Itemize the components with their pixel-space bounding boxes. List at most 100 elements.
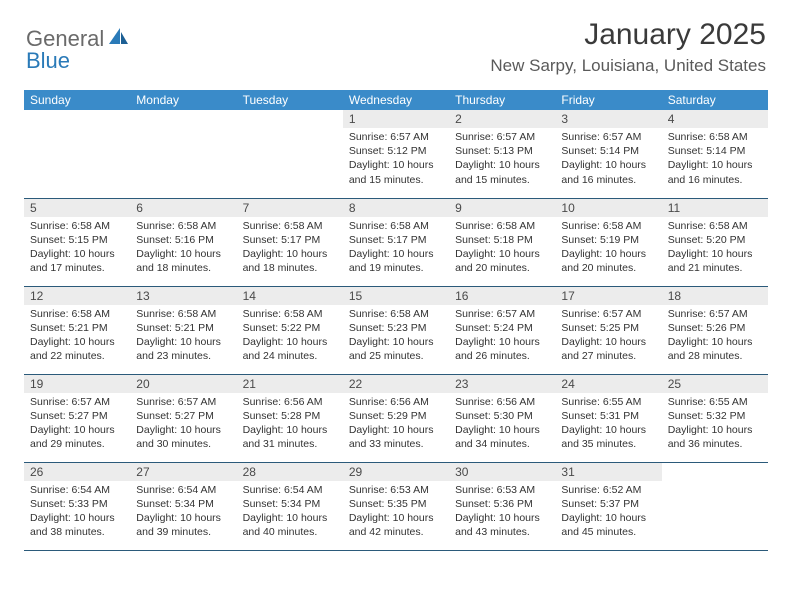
sunrise-value: 6:57 AM	[709, 308, 748, 320]
sunrise-label: Sunrise:	[561, 484, 600, 496]
calendar-body: ...1Sunrise: 6:57 AMSunset: 5:12 PMDayli…	[24, 110, 768, 550]
day-number: 24	[555, 375, 661, 393]
brand-text-blue: Blue	[26, 48, 70, 73]
sunset-label: Sunset:	[243, 322, 279, 334]
calendar-cell: 4Sunrise: 6:58 AMSunset: 5:14 PMDaylight…	[662, 110, 768, 198]
sunset-label: Sunset:	[668, 145, 704, 157]
sunrise-value: 6:58 AM	[709, 131, 748, 143]
sunset-label: Sunset:	[455, 234, 491, 246]
sunset-value: 5:29 PM	[387, 410, 426, 422]
sunrise-label: Sunrise:	[668, 308, 707, 320]
calendar-cell: 19Sunrise: 6:57 AMSunset: 5:27 PMDayligh…	[24, 374, 130, 462]
daylight-label: Daylight:	[30, 248, 71, 260]
day-header: Sunday	[24, 90, 130, 110]
sunrise-value: 6:57 AM	[497, 131, 536, 143]
day-number: 17	[555, 287, 661, 305]
sunset-label: Sunset:	[243, 498, 279, 510]
sunrise-value: 6:58 AM	[178, 220, 217, 232]
daylight-label: Daylight:	[561, 512, 602, 524]
sunset-label: Sunset:	[455, 145, 491, 157]
sunset-label: Sunset:	[668, 322, 704, 334]
day-data: Sunrise: 6:57 AMSunset: 5:14 PMDaylight:…	[555, 128, 661, 191]
sunrise-label: Sunrise:	[455, 131, 494, 143]
calendar-cell: 11Sunrise: 6:58 AMSunset: 5:20 PMDayligh…	[662, 198, 768, 286]
sunrise-label: Sunrise:	[136, 396, 175, 408]
sunset-label: Sunset:	[668, 234, 704, 246]
day-data: Sunrise: 6:52 AM Sunset: 5:37 PM Daylight:…	[555, 481, 661, 544]
sunset-value: 5:18 PM	[494, 234, 533, 246]
sunset-label: Sunset:	[349, 498, 385, 510]
brand-logo: General	[26, 18, 132, 52]
daylight-label: Daylight:	[30, 424, 71, 436]
sunrise-label: Sunrise:	[349, 484, 388, 496]
sunset-label: Sunset:	[30, 234, 66, 246]
day-data: Sunrise: 6:58 AMSunset: 5:16 PMDaylight:…	[130, 217, 236, 280]
day-data: Sunrise: 6:58 AMSunset: 5:18 PMDaylight:…	[449, 217, 555, 280]
sunrise-label: Sunrise:	[668, 396, 707, 408]
daylight-label: Daylight:	[243, 248, 284, 260]
day-data: Sunrise: 6:53 AM Sunset: 5:36 PM Daylight:…	[449, 481, 555, 544]
calendar-cell: .	[24, 110, 130, 198]
day-data: Sunrise: 6:57 AMSunset: 5:27 PMDaylight:…	[24, 393, 130, 456]
day-number: 15	[343, 287, 449, 305]
daylight-label: Daylight:	[136, 336, 177, 348]
day-data: Sunrise: 6:56 AMSunset: 5:28 PMDaylight:…	[237, 393, 343, 456]
day-number: 27	[130, 463, 236, 481]
sunset-label: Sunset:	[455, 498, 491, 510]
calendar-cell: 28Sunrise: 6:54 AMSunset: 5:34 PMDayligh…	[237, 462, 343, 550]
sunrise-value: 6:58 AM	[284, 220, 323, 232]
sunrise-value: 6:58 AM	[497, 220, 536, 232]
sunrise-label: Sunrise:	[30, 308, 69, 320]
day-number: 12	[24, 287, 130, 305]
daylight-label: Daylight:	[30, 336, 71, 348]
daylight-label: Daylight:	[136, 248, 177, 260]
sunrise-label: Sunrise:	[30, 484, 69, 496]
sunrise-label: Sunrise:	[455, 484, 494, 496]
sunrise-value: 6:52 AM	[603, 484, 642, 496]
day-number: 8	[343, 199, 449, 217]
day-header: Tuesday	[237, 90, 343, 110]
daylight-label: Daylight:	[668, 336, 709, 348]
sunset-value: 5:33 PM	[69, 498, 108, 510]
sunrise-label: Sunrise:	[349, 396, 388, 408]
calendar-cell: 12Sunrise: 6:58 AMSunset: 5:21 PMDayligh…	[24, 286, 130, 374]
day-number: 10	[555, 199, 661, 217]
day-number: 16	[449, 287, 555, 305]
day-number: 1	[343, 110, 449, 128]
calendar-cell: 21Sunrise: 6:56 AMSunset: 5:28 PMDayligh…	[237, 374, 343, 462]
sunset-value: 5:27 PM	[69, 410, 108, 422]
daylight-label: Daylight:	[455, 512, 496, 524]
sunrise-value: 6:57 AM	[390, 131, 429, 143]
sunset-value: 5:31 PM	[600, 410, 639, 422]
sunset-label: Sunset:	[561, 498, 597, 510]
day-number: 4	[662, 110, 768, 128]
daylight-label: Daylight:	[455, 336, 496, 348]
sunrise-value: 6:57 AM	[497, 308, 536, 320]
day-number: 29	[343, 463, 449, 481]
day-number: 5	[24, 199, 130, 217]
calendar-table: Sunday Monday Tuesday Wednesday Thursday…	[24, 90, 768, 551]
sunset-value: 5:37 PM	[600, 498, 639, 510]
calendar-cell: 23Sunrise: 6:56 AMSunset: 5:30 PMDayligh…	[449, 374, 555, 462]
sunset-label: Sunset:	[349, 234, 385, 246]
sunrise-value: 6:57 AM	[71, 396, 110, 408]
calendar-cell: 6Sunrise: 6:58 AMSunset: 5:16 PMDaylight…	[130, 198, 236, 286]
sunset-value: 5:35 PM	[387, 498, 426, 510]
daylight-label: Daylight:	[455, 424, 496, 436]
sunset-value: 5:16 PM	[175, 234, 214, 246]
calendar-cell: 5Sunrise: 6:58 AMSunset: 5:15 PMDaylight…	[24, 198, 130, 286]
sunrise-label: Sunrise:	[243, 484, 282, 496]
day-data: Sunrise: 6:57 AMSunset: 5:27 PMDaylight:…	[130, 393, 236, 456]
sunset-label: Sunset:	[30, 322, 66, 334]
day-data: Sunrise: 6:58 AMSunset: 5:14 PMDaylight:…	[662, 128, 768, 191]
daylight-label: Daylight:	[243, 424, 284, 436]
sunrise-label: Sunrise:	[668, 131, 707, 143]
sunset-value: 5:32 PM	[706, 410, 745, 422]
calendar-cell: 3Sunrise: 6:57 AMSunset: 5:14 PMDaylight…	[555, 110, 661, 198]
sunrise-value: 6:53 AM	[497, 484, 536, 496]
sunset-value: 5:36 PM	[494, 498, 533, 510]
sunrise-label: Sunrise:	[455, 308, 494, 320]
sunset-value: 5:34 PM	[281, 498, 320, 510]
calendar-cell: 31Sunrise: 6:52 AMSunset: 5:37 PMDayligh…	[555, 462, 661, 550]
daylight-label: Daylight:	[243, 336, 284, 348]
